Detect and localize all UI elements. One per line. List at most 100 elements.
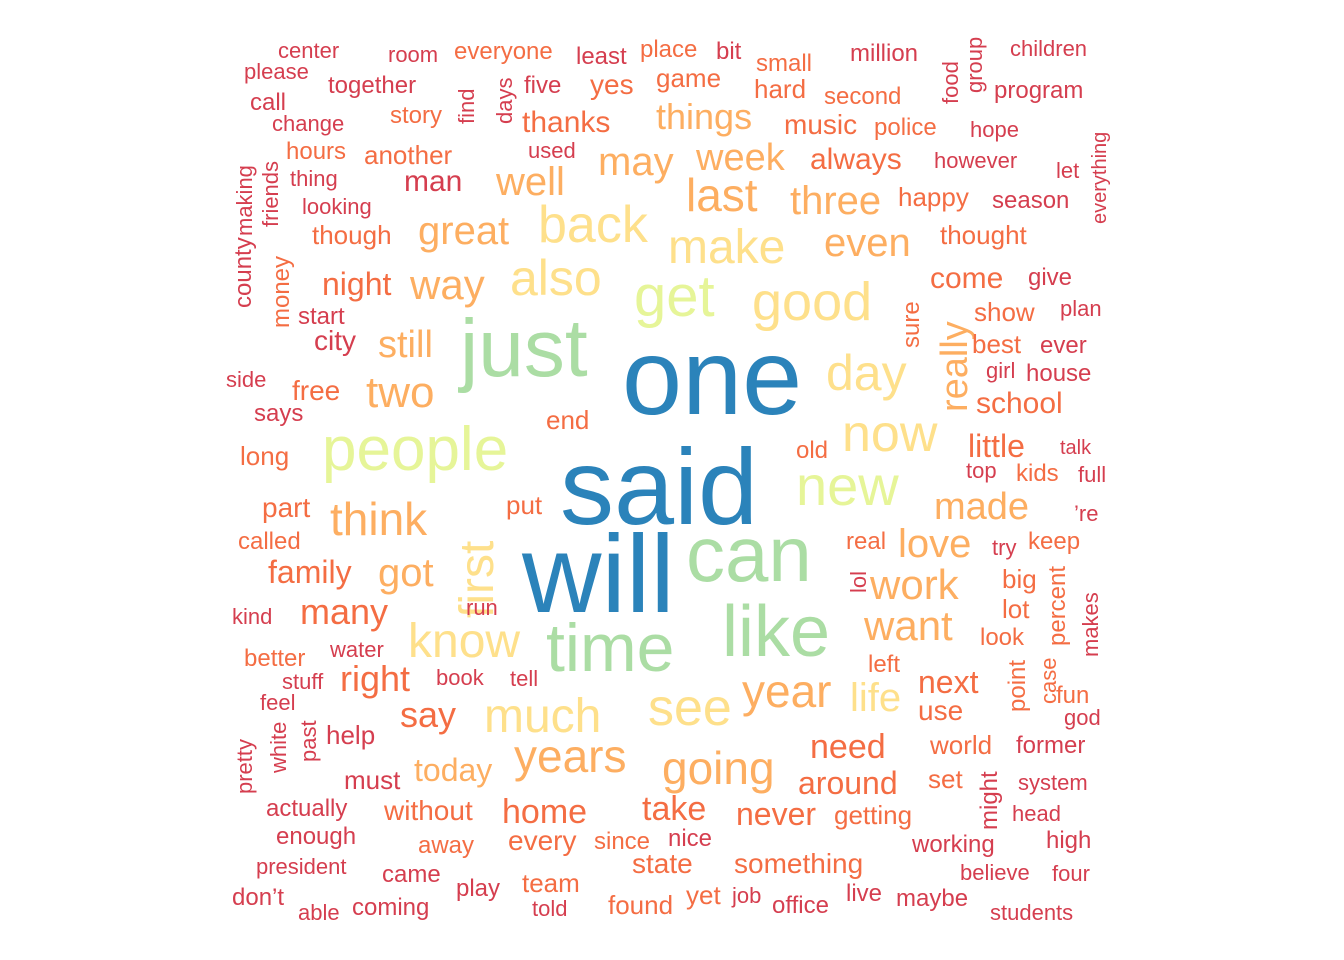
word: give bbox=[1028, 264, 1073, 291]
word: office bbox=[772, 892, 829, 919]
word: room bbox=[388, 42, 439, 67]
word: lol bbox=[846, 570, 871, 593]
word: another bbox=[364, 140, 453, 170]
word: money bbox=[268, 255, 295, 328]
word: made bbox=[934, 486, 1030, 528]
word: music bbox=[784, 109, 858, 140]
word: many bbox=[300, 591, 389, 632]
word: job bbox=[732, 883, 762, 908]
word: come bbox=[930, 262, 1004, 295]
word: since bbox=[594, 828, 651, 855]
word: much bbox=[484, 690, 602, 743]
word: high bbox=[1046, 827, 1092, 854]
word: life bbox=[850, 676, 902, 720]
word: five bbox=[524, 72, 562, 99]
word: always bbox=[810, 143, 902, 176]
word: thing bbox=[290, 166, 338, 191]
word: city bbox=[314, 325, 356, 356]
word: kids bbox=[1016, 460, 1059, 487]
word: call bbox=[250, 89, 287, 116]
word: believe bbox=[960, 860, 1030, 885]
word: want bbox=[864, 602, 953, 649]
word: help bbox=[326, 720, 376, 750]
word: good bbox=[752, 272, 873, 332]
word: long bbox=[240, 441, 290, 471]
word: second bbox=[824, 83, 902, 110]
word: something bbox=[734, 848, 864, 879]
word: free bbox=[292, 375, 341, 406]
word: get bbox=[634, 264, 715, 329]
word: lot bbox=[1002, 594, 1030, 624]
word: program bbox=[994, 77, 1084, 104]
word: without bbox=[384, 795, 473, 826]
word: say bbox=[400, 694, 457, 735]
word: getting bbox=[834, 800, 913, 830]
word: point bbox=[1004, 659, 1031, 712]
word: best bbox=[972, 329, 1022, 359]
word: might bbox=[976, 771, 1003, 830]
word: working bbox=[912, 831, 995, 858]
word: hours bbox=[286, 138, 347, 165]
word: end bbox=[546, 405, 590, 435]
word: day bbox=[826, 345, 907, 401]
word: people bbox=[322, 415, 509, 484]
word: let bbox=[1056, 158, 1080, 183]
word: state bbox=[632, 848, 693, 879]
word: please bbox=[244, 59, 309, 84]
word: together bbox=[328, 72, 417, 99]
word: hope bbox=[970, 117, 1019, 142]
word: yes bbox=[590, 69, 634, 100]
word: season bbox=[992, 187, 1070, 214]
word: must bbox=[344, 765, 401, 795]
word: real bbox=[846, 528, 887, 555]
word: just bbox=[460, 303, 588, 394]
word: however bbox=[934, 148, 1018, 173]
word: going bbox=[662, 742, 775, 794]
word: little bbox=[968, 428, 1025, 464]
word: old bbox=[796, 437, 829, 464]
word: got bbox=[378, 551, 434, 595]
word: start bbox=[298, 303, 345, 330]
word: house bbox=[1026, 360, 1092, 387]
word: center bbox=[278, 38, 340, 63]
word: told bbox=[532, 896, 568, 921]
word: thought bbox=[940, 220, 1027, 250]
word: girl bbox=[986, 358, 1016, 383]
word: things bbox=[656, 96, 753, 137]
word: well bbox=[496, 160, 565, 204]
word: students bbox=[990, 900, 1074, 925]
word: group bbox=[962, 36, 987, 93]
word: can bbox=[686, 510, 812, 598]
word: everything bbox=[1089, 131, 1111, 224]
word: year bbox=[742, 665, 832, 717]
word: back bbox=[538, 196, 648, 254]
word: night bbox=[322, 266, 392, 302]
word: see bbox=[648, 679, 732, 737]
word: former bbox=[1016, 732, 1086, 759]
word: also bbox=[510, 250, 602, 306]
word: next bbox=[918, 664, 979, 700]
word: work bbox=[870, 561, 959, 608]
word: able bbox=[298, 900, 340, 925]
word: game bbox=[656, 63, 722, 93]
word: enough bbox=[276, 823, 357, 850]
word: food bbox=[938, 61, 963, 104]
word: found bbox=[608, 890, 674, 920]
word: three bbox=[790, 179, 882, 223]
word: small bbox=[756, 50, 813, 77]
word: set bbox=[928, 764, 963, 794]
word: think bbox=[330, 493, 428, 545]
word: top bbox=[966, 458, 997, 483]
word: pretty bbox=[232, 738, 257, 794]
word: man bbox=[404, 165, 463, 198]
word: never bbox=[736, 796, 817, 832]
word: million bbox=[850, 40, 919, 67]
word: may bbox=[598, 140, 674, 184]
word: way bbox=[410, 261, 485, 308]
word: story bbox=[390, 102, 443, 129]
word: week bbox=[696, 137, 785, 179]
word: every bbox=[508, 825, 577, 856]
word: play bbox=[456, 875, 501, 902]
word: will bbox=[522, 513, 675, 636]
